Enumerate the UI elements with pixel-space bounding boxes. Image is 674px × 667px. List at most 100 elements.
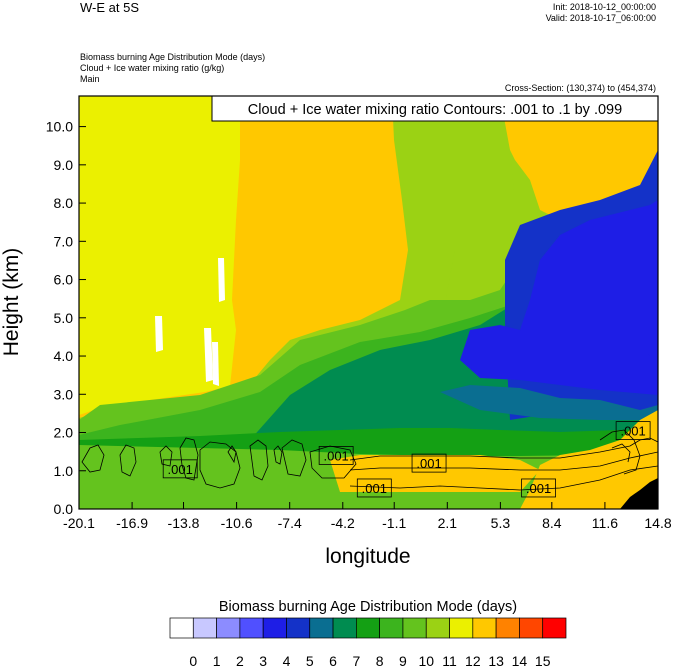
contour-label: .001	[416, 456, 441, 471]
plot-header-title: W-E at 5S	[80, 0, 139, 15]
colorbar-swatch	[216, 617, 241, 639]
filled-contours	[79, 96, 658, 509]
contour-line	[227, 445, 237, 464]
region-teal-lower	[440, 385, 658, 420]
contour-line	[119, 444, 137, 477]
region-white-blob-4	[212, 342, 219, 386]
colorbar-label: 5	[306, 653, 314, 667]
init-time: Init: 2018-10-12_00:00:00	[553, 2, 656, 12]
colorbar-label: 13	[488, 653, 504, 667]
contour-label-box	[521, 478, 556, 498]
colorbar-label: 10	[418, 653, 434, 667]
colorbar-swatch	[402, 617, 427, 639]
x-tick-label: 11.6	[592, 515, 618, 531]
region-white-blob-1	[218, 258, 225, 302]
colorbar-swatch	[495, 617, 520, 639]
contour-line	[199, 441, 241, 489]
contour-line	[179, 437, 199, 481]
y-axis: 0.0 1.0 2.0 3.0 4.0 5.0 6.0 7.0 8.0 9.0 10.0	[46, 119, 86, 517]
region-orange-lower	[520, 410, 658, 509]
x-tick-label: -10.6	[221, 515, 253, 531]
contour-line	[249, 439, 269, 481]
x-tick-label: -13.8	[168, 515, 200, 531]
colorbar-label: 8	[376, 653, 384, 667]
colorbar-label: 12	[465, 653, 481, 667]
y-tick-label: 7.0	[54, 233, 74, 249]
x-tick-label: -16.9	[116, 515, 148, 531]
region-white-blob-2	[155, 316, 163, 352]
contour-label-box	[318, 446, 354, 465]
x-tick-label: -7.4	[278, 515, 302, 531]
contour-line	[159, 445, 173, 467]
colorbar-swatch	[519, 617, 544, 639]
colorbar-label: 6	[329, 653, 337, 667]
region-white-blob-3	[204, 328, 213, 382]
colorbar-label: 3	[259, 653, 267, 667]
contour-line	[611, 443, 631, 463]
x-tick-label: -4.2	[331, 515, 355, 531]
colorbar-label: 9	[399, 653, 407, 667]
colorbar-label: 15	[535, 653, 551, 667]
y-axis-label: Height (km)	[0, 248, 23, 357]
colorbar-label: 0	[189, 653, 197, 667]
x-tick-label: 14.8	[644, 515, 671, 531]
x-tick-label: -20.1	[63, 515, 95, 531]
y-tick-label: 10.0	[46, 119, 73, 135]
colorbar-label: 14	[512, 653, 528, 667]
y-tick-label: 2.0	[54, 425, 74, 441]
contour-label-box	[411, 453, 447, 473]
contour-label-box	[615, 421, 651, 441]
contour-label-group: .001 .001 .001 .001 .001 .001	[162, 421, 651, 498]
field-label-1: Biomass burning Age Distribution Mode (d…	[80, 52, 265, 62]
field-label-2: Cloud + Ice water mixing ratio (g/kg)	[80, 63, 224, 73]
x-tick-label: 5.3	[491, 515, 511, 531]
cross-section-label: Cross-Section: (130,374) to (454,374)	[505, 83, 656, 93]
colorbar-label: 7	[352, 653, 360, 667]
colorbar-swatch	[332, 617, 357, 639]
x-tick-label: -1.1	[382, 515, 406, 531]
y-tick-label: 0.0	[54, 501, 74, 517]
colorbar-swatch	[379, 617, 404, 639]
contour-label: .001	[620, 424, 645, 439]
contour-line	[349, 451, 658, 471]
colorbar-label: 11	[442, 653, 457, 667]
colorbar-swatch	[449, 617, 474, 639]
field-label-3: Main	[80, 74, 100, 84]
y-tick-label: 8.0	[54, 195, 74, 211]
colorbar-label: 2	[236, 653, 244, 667]
contour-label: .001	[362, 481, 387, 496]
contour-label: .001	[526, 481, 551, 496]
colorbar-swatch	[262, 617, 287, 639]
contour-label-box	[162, 459, 198, 479]
region-dark-terrain	[620, 478, 658, 509]
region-orange-plume	[330, 455, 540, 492]
colorbar-swatch	[286, 617, 311, 639]
x-axis: -20.1 -16.9 -13.8 -10.6 -7.4 -4.2 -1.1 2.1 5.3 8.…	[63, 502, 672, 531]
valid-time: Valid: 2018-10-17_06:00:00	[546, 13, 656, 23]
colorbar-swatch	[309, 617, 334, 639]
contour-label-box	[356, 478, 392, 498]
colorbar-swatch	[542, 617, 567, 639]
colorbar-swatch	[356, 617, 380, 639]
contour-lines	[81, 429, 658, 491]
y-tick-label: 4.0	[54, 348, 74, 364]
contour-info-label: Cloud + Ice water mixing ratio Contours:…	[248, 102, 622, 118]
contour-line	[81, 444, 105, 473]
colorbar-title: Biomass burning Age Distribution Mode (d…	[219, 599, 517, 615]
colorbar: 0 1 2 3 4 5 6 7 8 9 10 11 12 13 14 15	[169, 617, 567, 667]
contour-line	[273, 445, 283, 465]
y-tick-label: 1.0	[54, 463, 74, 479]
region-lightgreen-plume	[440, 96, 520, 330]
y-tick-label: 5.0	[54, 310, 74, 326]
x-tick-label: 2.1	[438, 515, 458, 531]
region-blue-core	[520, 200, 658, 380]
region-blue-lower	[460, 325, 658, 395]
plot-frame	[78, 95, 659, 510]
x-axis-label: longitude	[325, 545, 410, 568]
colorbar-swatch	[472, 617, 497, 639]
contour-label: .001	[323, 448, 348, 463]
contour-line	[281, 439, 307, 477]
y-tick-label: 9.0	[54, 157, 74, 173]
contour-label: .001	[168, 462, 193, 477]
